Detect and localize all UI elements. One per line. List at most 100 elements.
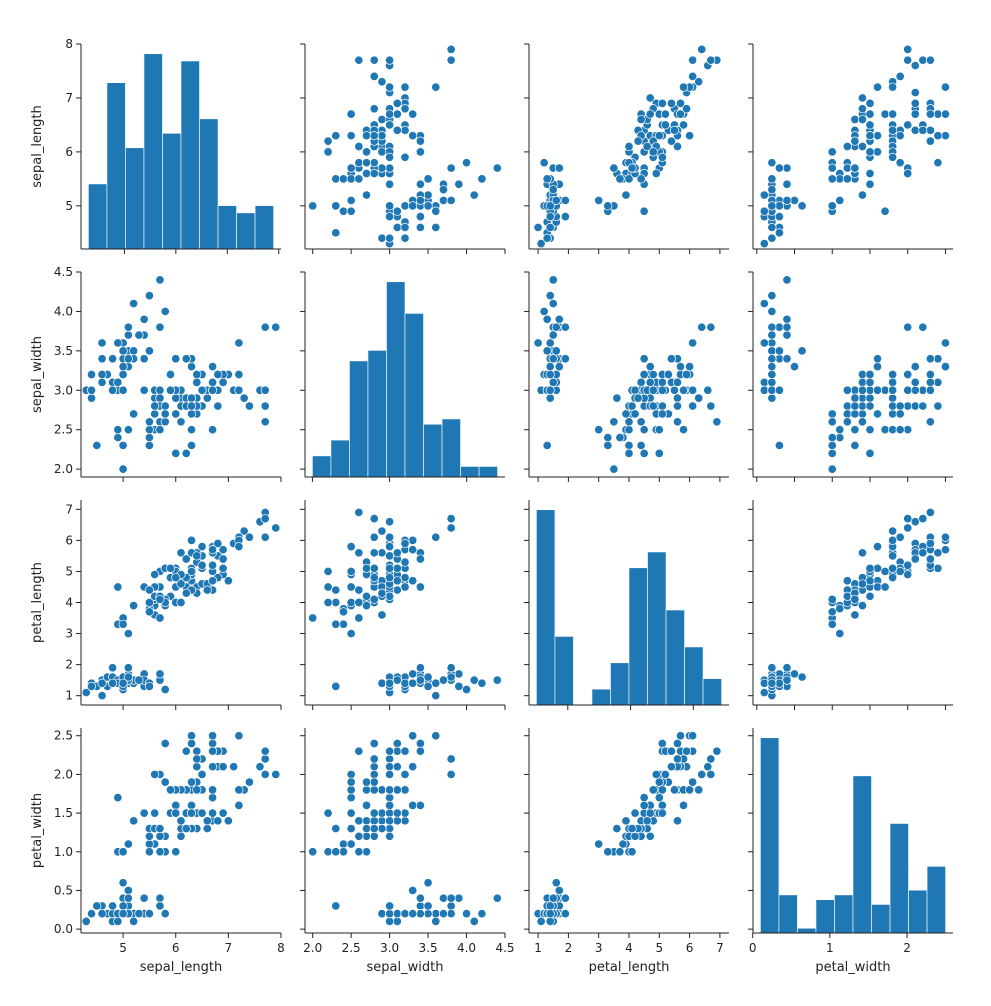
point-sepal_width-vs-petal_width-48	[767, 330, 777, 340]
point-petal_width-vs-sepal_length-140	[208, 738, 218, 749]
point-sepal_width-vs-petal_width-87	[850, 440, 860, 451]
point-sepal_width-vs-sepal_length-130	[244, 401, 254, 411]
x-tick-label-sepal_length: 6	[172, 941, 180, 955]
point-petal_width-vs-petal_length-147	[660, 769, 670, 779]
hist-bar-petal_length-1	[554, 636, 574, 706]
point-petal_width-vs-sepal_width-9	[392, 916, 402, 926]
point-petal_length-vs-sepal_length-93	[118, 619, 128, 629]
hist-bar-petal_width-7	[889, 823, 909, 934]
point-sepal_width-vs-petal_length-140	[672, 377, 683, 387]
point-petal_width-vs-sepal_width-98	[346, 839, 356, 849]
point-petal_width-vs-petal_length-95	[630, 831, 640, 841]
point-sepal_width-vs-sepal_length-22	[97, 338, 107, 348]
point-sepal_length-vs-petal_width-23	[789, 195, 800, 205]
point-petal_width-vs-petal_length-129	[678, 800, 689, 810]
point-petal_length-vs-sepal_width-144	[408, 545, 418, 555]
point-petal_length-vs-sepal_width-99	[369, 594, 379, 604]
y-tick-label-sepal_length: 6	[65, 145, 73, 159]
point-petal_length-vs-sepal_width-148	[415, 554, 425, 564]
point-sepal_width-vs-petal_length-48	[548, 330, 558, 340]
point-sepal_length-vs-sepal_width-42	[400, 233, 410, 243]
point-petal_width-vs-sepal_length-147	[197, 769, 207, 779]
point-sepal_width-vs-petal_width-50	[857, 369, 867, 380]
point-sepal_length-vs-sepal_width-122	[369, 55, 379, 65]
point-petal_length-vs-sepal_width-90	[354, 585, 364, 595]
point-petal_length-vs-petal_width-118	[925, 507, 935, 517]
point-sepal_width-vs-sepal_length-60	[118, 464, 128, 474]
point-petal_width-vs-petal_length-23	[554, 885, 564, 896]
point-sepal_length-vs-petal_length-48	[548, 185, 558, 195]
point-sepal_width-vs-petal_length-62	[624, 448, 634, 458]
point-sepal_width-vs-petal_length-22	[533, 338, 543, 348]
point-sepal_width-vs-petal_width-82	[842, 409, 852, 419]
point-sepal_length-vs-petal_width-117	[918, 55, 928, 65]
point-sepal_width-vs-petal_length-32	[548, 298, 558, 309]
point-sepal_length-vs-petal_width-149	[888, 152, 898, 162]
point-sepal_width-vs-petal_width-141	[925, 377, 935, 387]
point-petal_width-vs-sepal_width-148	[415, 746, 425, 756]
point-petal_length-vs-sepal_length-145	[208, 560, 218, 570]
y-axis-label-petal_width: petal_width	[30, 793, 45, 868]
point-sepal_length-vs-petal_width-85	[872, 147, 883, 157]
point-sepal_length-vs-petal_width-14	[767, 158, 777, 168]
point-sepal_length-vs-sepal_width-35	[400, 201, 410, 211]
point-petal_width-vs-sepal_width-45	[385, 901, 395, 911]
point-sepal_length-vs-petal_width-122	[903, 55, 913, 65]
point-sepal_length-vs-petal_length-106	[639, 206, 649, 216]
point-sepal_length-vs-petal_length-36	[542, 174, 552, 184]
point-sepal_length-vs-petal_length-71	[624, 141, 634, 152]
point-petal_width-vs-sepal_width-117	[446, 754, 456, 764]
point-sepal_width-vs-petal_length-44	[560, 322, 570, 332]
point-petal_length-vs-petal_width-45	[774, 678, 784, 688]
point-petal_width-vs-sepal_width-86	[392, 808, 402, 818]
point-sepal_width-vs-petal_length-40	[542, 346, 552, 356]
point-sepal_width-vs-sepal_length-125	[234, 369, 244, 380]
point-sepal_length-vs-petal_length-120	[675, 98, 686, 108]
point-sepal_length-vs-sepal_width-31	[415, 179, 425, 189]
point-sepal_width-vs-sepal_length-118	[260, 417, 270, 427]
x-tick-label-sepal_length: 8	[277, 941, 285, 955]
panel-petal_width-vs-sepal_width: 2.0 2.5 3.0 3.5 4.0 4.5 sepal_width	[300, 728, 515, 975]
point-sepal_width-vs-petal_length-115	[663, 369, 673, 380]
point-petal_width-vs-sepal_length-108	[208, 785, 218, 795]
point-petal_length-vs-sepal_length-100	[186, 535, 197, 545]
point-sepal_width-vs-petal_width-147	[903, 385, 913, 395]
hist-bar-petal_length-8	[684, 646, 704, 706]
point-sepal_width-vs-petal_width-22	[767, 338, 777, 348]
point-petal_length-vs-petal_width-81	[827, 607, 837, 617]
point-sepal_length-vs-sepal_width-147	[385, 120, 395, 130]
point-sepal_width-vs-sepal_length-149	[165, 385, 176, 395]
y-tick-label-sepal_width: 3.0	[54, 383, 73, 397]
point-sepal_length-vs-sepal_width-119	[323, 147, 333, 157]
point-sepal_length-vs-petal_length-100	[685, 131, 695, 141]
point-sepal_length-vs-sepal_width-3	[392, 222, 402, 232]
y-tick-label-petal_length: 6	[65, 533, 73, 547]
point-sepal_width-vs-petal_length-53	[624, 440, 634, 451]
point-petal_length-vs-sepal_width-122	[369, 514, 379, 524]
point-petal_width-vs-sepal_width-126	[369, 785, 379, 795]
point-petal_width-vs-sepal_width-73	[369, 831, 379, 841]
point-petal_length-vs-sepal_length-79	[155, 613, 165, 623]
point-sepal_width-vs-sepal_length-147	[197, 385, 207, 395]
point-sepal_length-vs-petal_length-146	[654, 131, 664, 141]
point-petal_width-vs-sepal_length-41	[92, 901, 102, 911]
point-petal_length-vs-petal_width-130	[895, 532, 905, 542]
point-sepal_length-vs-sepal_width-92	[354, 158, 364, 168]
point-sepal_width-vs-petal_length-90	[636, 417, 646, 427]
point-sepal_length-vs-petal_width-47	[767, 222, 777, 232]
point-petal_width-vs-sepal_width-87	[331, 824, 341, 834]
y-tick-label-petal_width: 0.0	[54, 922, 73, 936]
point-sepal_width-vs-petal_width-125	[888, 369, 898, 380]
point-sepal_width-vs-sepal_length-131	[271, 322, 281, 332]
point-sepal_width-vs-sepal_length-137	[192, 377, 202, 387]
point-sepal_length-vs-sepal_width-53	[331, 174, 341, 184]
point-petal_width-vs-sepal_length-117	[260, 754, 270, 764]
point-sepal_width-vs-sepal_length-129	[234, 385, 244, 395]
point-petal_width-vs-sepal_length-48	[134, 909, 144, 919]
point-petal_width-vs-petal_length-24	[560, 909, 570, 919]
point-sepal_length-vs-petal_length-137	[669, 125, 680, 135]
point-sepal_length-vs-petal_width-93	[827, 201, 837, 211]
hist-bar-sepal_length-7	[217, 205, 237, 250]
point-sepal_width-vs-petal_length-23	[554, 362, 564, 372]
